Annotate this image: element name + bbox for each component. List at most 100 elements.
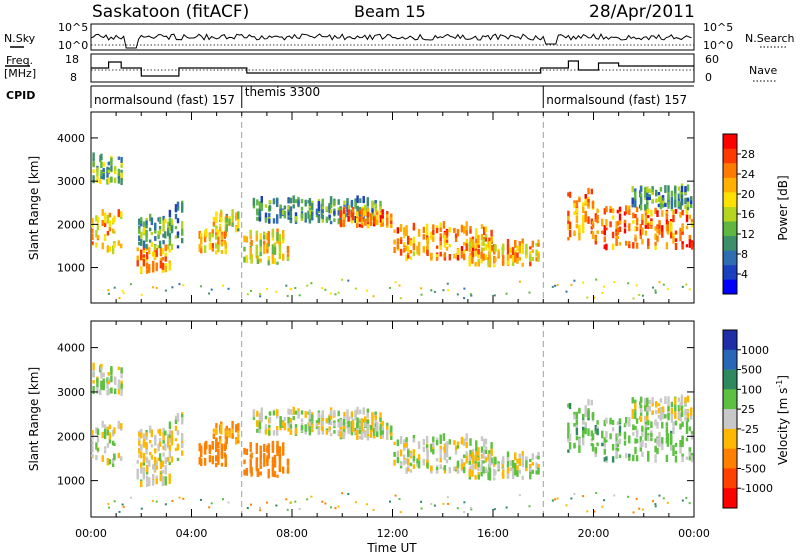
velocity-cell xyxy=(456,462,460,468)
velocity-cell xyxy=(364,430,367,438)
power-cell xyxy=(161,256,165,261)
power-cell xyxy=(315,208,319,214)
power-cell xyxy=(263,235,266,240)
power-cell xyxy=(587,216,590,224)
power-cell xyxy=(443,252,447,259)
power-cell xyxy=(445,239,449,243)
power-cell xyxy=(623,228,627,234)
velocity-cell xyxy=(445,452,449,456)
velocity-cell xyxy=(568,433,572,442)
power-cell xyxy=(329,198,333,205)
power-cell xyxy=(203,245,207,253)
velocity-cell xyxy=(666,433,670,437)
power-cell xyxy=(259,233,262,240)
velocity-cell xyxy=(208,445,212,452)
power-cell xyxy=(108,212,112,218)
velocity-cell xyxy=(176,444,180,451)
power-cell xyxy=(635,284,638,287)
power-cell xyxy=(346,198,349,204)
power-cell xyxy=(200,248,203,254)
power-cell xyxy=(680,190,684,197)
velocity-cell xyxy=(482,451,485,459)
power-cell xyxy=(465,221,468,229)
velocity-cell xyxy=(140,480,143,487)
velocity-cell xyxy=(168,434,172,443)
power-cell xyxy=(176,232,180,239)
velocity-cell xyxy=(509,467,512,472)
power-cell xyxy=(685,225,689,230)
velocity-cell xyxy=(317,412,321,419)
velocity-cell xyxy=(155,500,158,503)
velocity-cell xyxy=(667,413,670,421)
power-cell xyxy=(654,226,657,231)
power-cell xyxy=(198,244,201,252)
velocity-cell xyxy=(245,468,248,476)
power-cell xyxy=(595,278,598,281)
power-cell xyxy=(107,169,110,174)
velocity-cell xyxy=(407,449,410,458)
velocity-cell xyxy=(320,422,324,431)
velocity-cell xyxy=(308,409,312,418)
velocity-cell xyxy=(171,499,174,502)
power-cell xyxy=(511,255,515,262)
velocity-cell xyxy=(594,453,597,457)
power-cell xyxy=(601,292,604,294)
velocity-cell xyxy=(393,452,396,457)
velocity-cell xyxy=(435,466,439,470)
power-cell xyxy=(605,243,608,249)
velocity-cell xyxy=(381,426,384,431)
power-cell xyxy=(117,209,120,217)
power-cell xyxy=(631,186,634,192)
power-cell xyxy=(627,282,630,285)
power-cell xyxy=(394,281,397,284)
velocity-cell xyxy=(181,442,184,448)
velocity-cell xyxy=(471,459,475,464)
power-cell xyxy=(100,157,103,161)
power-cell xyxy=(641,217,644,226)
power-cell xyxy=(389,286,391,289)
noise-right-tick-bottom: 10^0 xyxy=(703,39,733,52)
power-cell xyxy=(403,230,406,236)
power-cell xyxy=(374,200,377,204)
velocity-cell xyxy=(661,406,665,412)
velocity-cell xyxy=(506,460,510,468)
velocity-cell xyxy=(100,385,103,390)
power-cell xyxy=(371,214,374,220)
power-cell xyxy=(140,254,143,260)
power-cell xyxy=(573,211,576,215)
power-cell xyxy=(289,209,293,215)
velocity-cell xyxy=(129,496,132,499)
velocity-cell xyxy=(376,426,379,432)
power-cell xyxy=(594,241,597,245)
power-cell xyxy=(101,220,104,226)
velocity-cell xyxy=(263,444,266,448)
velocity-cell xyxy=(362,419,365,423)
power-cell xyxy=(263,240,266,245)
power-cell xyxy=(362,196,365,203)
power-cell xyxy=(684,186,687,193)
power-cell xyxy=(650,220,653,225)
velocity-cell xyxy=(259,506,261,509)
velocity-cell xyxy=(482,466,485,474)
power-cell xyxy=(267,258,270,266)
velocity-cell xyxy=(641,429,644,437)
power-cell xyxy=(325,218,329,223)
velocity-cell xyxy=(635,418,639,424)
power-cell xyxy=(381,209,384,215)
velocity-cell xyxy=(219,439,222,444)
velocity-cell xyxy=(346,416,349,424)
power-cell xyxy=(164,231,167,239)
velocity-cell xyxy=(390,432,393,439)
velocity-cell xyxy=(149,439,152,444)
power-cell xyxy=(587,199,590,203)
velocity-cell xyxy=(487,453,490,461)
velocity-cell xyxy=(616,443,620,448)
velocity-cell xyxy=(511,468,515,475)
power-cell xyxy=(631,204,634,208)
power-cell xyxy=(294,216,298,221)
power-cell xyxy=(356,218,359,226)
velocity-cell xyxy=(360,434,364,440)
velocity-colorbar-frame xyxy=(722,329,738,509)
velocity-cell xyxy=(618,425,622,433)
power-cell xyxy=(168,218,172,224)
